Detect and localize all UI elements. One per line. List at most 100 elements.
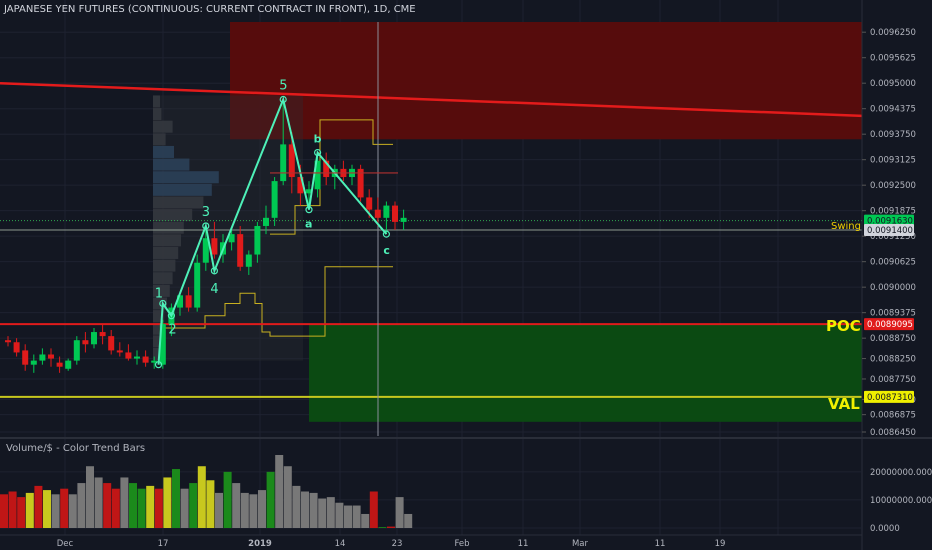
candle-body xyxy=(22,350,29,365)
price-axis-bg xyxy=(862,0,932,550)
profile-row xyxy=(153,183,212,196)
volume-title: Volume/$ - Color Trend Bars xyxy=(6,443,145,454)
volume-bar xyxy=(189,483,198,528)
candle-body xyxy=(288,144,295,178)
elliott-wave: 1 2 3 4 5 a b c xyxy=(155,79,390,369)
volume-bar xyxy=(352,505,361,528)
y-tick-label: 0.0090625 xyxy=(870,258,916,268)
y-tick-label: 0.0092500 xyxy=(870,181,916,191)
volume-axis[interactable]: 20000000.0000 10000000.0000 0.0000 xyxy=(870,468,932,534)
y-tick-label: 0.0095000 xyxy=(870,79,916,89)
candle-body xyxy=(39,354,46,361)
candle-body xyxy=(159,323,166,365)
volume-bar xyxy=(361,513,370,528)
poc-label: POC xyxy=(826,317,861,335)
x-tick-label: 23 xyxy=(392,539,403,549)
volume-bar xyxy=(378,527,387,528)
volume-profile xyxy=(153,95,303,361)
candle-body xyxy=(91,332,97,345)
y-tick-label: 0.0089375 xyxy=(870,309,916,319)
candle-body xyxy=(314,160,321,190)
wave-label-1: 1 xyxy=(155,286,163,301)
wave-path xyxy=(157,96,388,365)
candle-body xyxy=(392,205,398,222)
candle-body xyxy=(125,352,132,359)
y-tick-label: 0.0086875 xyxy=(870,411,916,421)
volume-bar xyxy=(301,491,309,528)
x-tick-label: 11 xyxy=(655,539,666,549)
candle-body xyxy=(254,225,261,255)
profile-row xyxy=(153,133,166,146)
x-tick-label: 19 xyxy=(715,539,726,549)
volume-bar xyxy=(111,488,120,528)
candle-body xyxy=(297,177,304,194)
candle-body xyxy=(237,234,244,267)
candle-body xyxy=(151,360,158,363)
price-axis[interactable]: 0.0096250 0.0095625 0.0095000 0.0094375 0.00… xyxy=(862,28,916,438)
x-tick-label: Mar xyxy=(572,539,589,549)
price-tag-label: 0.0087310 xyxy=(867,393,913,403)
profile-row xyxy=(153,310,165,323)
volume-bar xyxy=(154,488,163,528)
wave-node xyxy=(202,222,210,230)
candle-body xyxy=(400,217,407,222)
wave-label-a: a xyxy=(305,218,312,231)
y-tick-label: 0.0091875 xyxy=(870,207,916,217)
volume-bar xyxy=(94,477,103,528)
y-tick-label: 0.0095625 xyxy=(870,54,916,64)
candle-body xyxy=(65,360,72,369)
profile-row xyxy=(153,234,181,247)
volume-bar xyxy=(335,502,344,528)
price-tag-label: 0.0091400 xyxy=(867,226,913,236)
volume-bar xyxy=(249,494,258,528)
volume-bar xyxy=(137,488,146,528)
volume-bar xyxy=(232,483,241,528)
profile-row xyxy=(153,221,184,234)
profile-row xyxy=(153,145,174,158)
profile-row xyxy=(153,209,193,222)
candle-body xyxy=(323,160,330,178)
profile-row xyxy=(153,108,162,121)
candle-body xyxy=(366,197,373,210)
trendline xyxy=(0,81,863,118)
x-tick-label: 17 xyxy=(158,539,169,549)
val-label: VAL xyxy=(828,395,860,413)
candle-body xyxy=(263,217,269,226)
candle-body xyxy=(73,340,80,361)
y-tick-label: 0.0093125 xyxy=(870,156,916,166)
volume-bar xyxy=(258,490,266,528)
volume-bar xyxy=(275,455,284,528)
wave-node xyxy=(159,299,167,308)
volume-bar xyxy=(103,483,112,528)
candle-body xyxy=(108,336,115,351)
vol-tick-label: 0.0000 xyxy=(870,524,900,534)
volume-bar xyxy=(292,485,301,528)
volume-bar xyxy=(0,494,8,528)
y-tick-label: 0.0088750 xyxy=(870,334,916,344)
price-tag-label: 0.0091630 xyxy=(867,217,913,227)
candle-body xyxy=(56,362,63,367)
volume-bar xyxy=(68,494,77,528)
volume-bar xyxy=(77,483,86,528)
wave-node xyxy=(279,95,287,104)
volume-bar xyxy=(8,491,17,528)
price-tag-label: 0.0089095 xyxy=(867,320,913,330)
candle-body xyxy=(30,360,37,365)
candle-body xyxy=(306,189,312,194)
profile-row xyxy=(153,196,204,209)
wave-label-2: 2 xyxy=(168,323,176,338)
volume-bar xyxy=(309,492,318,528)
profile-row xyxy=(153,120,173,133)
price-tag-box xyxy=(864,224,914,237)
volume-bar xyxy=(34,485,43,528)
volume-bar xyxy=(17,497,26,528)
time-axis[interactable]: Dec 17 2019 14 23 Feb 11 Mar 11 19 xyxy=(57,539,726,549)
x-tick-label: 14 xyxy=(335,539,346,549)
volume-bar xyxy=(344,505,352,528)
profile-row xyxy=(153,246,179,259)
profile-row xyxy=(153,259,176,272)
candle-body xyxy=(245,254,252,267)
x-tick-label: 2019 xyxy=(248,539,272,549)
volume-bar xyxy=(172,469,180,528)
